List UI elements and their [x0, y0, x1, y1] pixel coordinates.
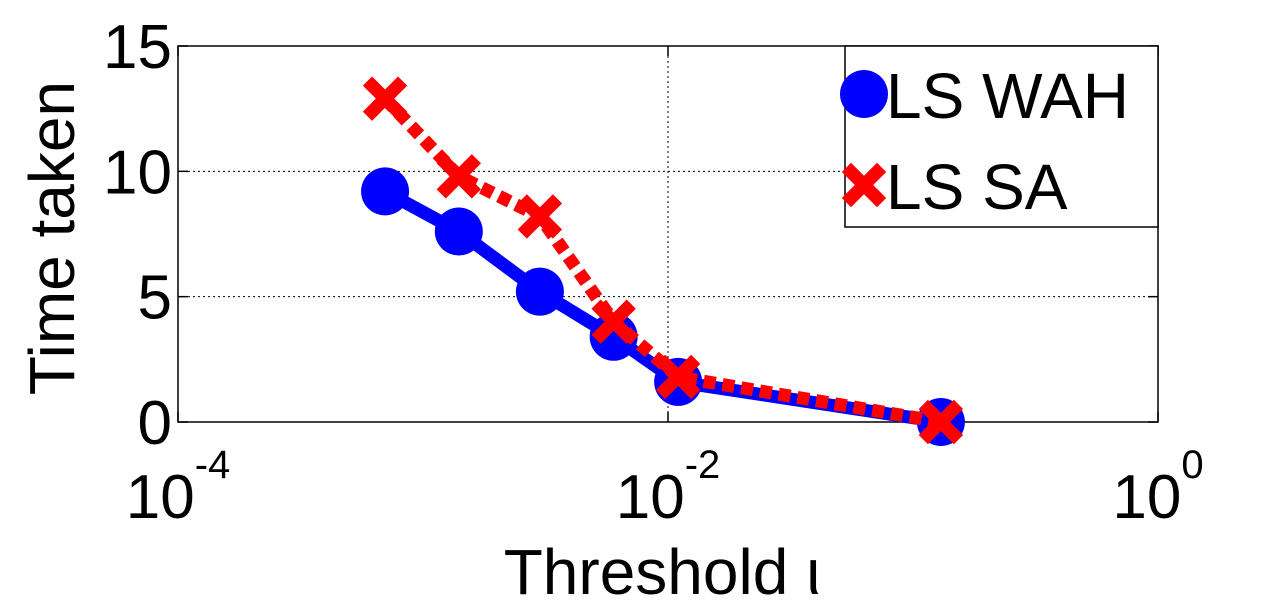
series [361, 76, 965, 446]
legend-entry: LS SA [841, 151, 1068, 223]
y-axis-label: Time taken [16, 81, 88, 395]
legend-entry: LS WAH [840, 60, 1129, 132]
data-point [918, 399, 964, 445]
legend-box [844, 45, 1159, 228]
data-point [436, 154, 481, 199]
x-axis-label: Threshold ι [504, 536, 821, 608]
x-tick-exponent: 0 [1181, 443, 1203, 487]
data-point [362, 76, 408, 121]
x-tick-base: 10 [616, 463, 685, 532]
data-point [361, 167, 410, 216]
legend-marker [840, 70, 888, 118]
x-tick-label: 10-2 [616, 443, 721, 532]
data-point [515, 267, 564, 316]
x-tick-label: 10-4 [126, 443, 231, 532]
data-point [655, 354, 701, 400]
legend-label: LS WAH [886, 60, 1129, 132]
series-ls-sa [362, 76, 964, 445]
x-tick-exponent: -4 [195, 443, 231, 487]
y-tick-label: 5 [138, 264, 172, 333]
y-tick-label: 10 [103, 138, 172, 207]
legend-label: LS SA [886, 151, 1068, 223]
x-tick-base: 10 [1112, 463, 1181, 532]
data-point [591, 299, 636, 344]
legend: LS WAH LS SA [840, 45, 1159, 228]
x-axis: 10-4 10-2 100 [126, 46, 1204, 532]
legend-marker [841, 162, 887, 208]
y-tick-label: 15 [103, 13, 172, 82]
x-tick-exponent: -2 [685, 443, 721, 487]
y-tick-label: 0 [138, 389, 172, 458]
x-tick-label: 100 [1112, 443, 1203, 532]
y-axis: 0 5 10 15 [103, 13, 1158, 458]
x-tick-base: 10 [126, 463, 195, 532]
data-point [517, 194, 563, 239]
data-point [434, 207, 483, 256]
